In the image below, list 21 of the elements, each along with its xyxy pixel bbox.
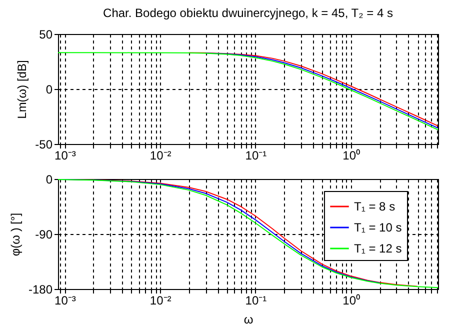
x-tick-label: 10⁻¹ — [245, 294, 267, 308]
x-tick-label: 10⁻¹ — [245, 148, 267, 162]
x-tick-label: 10⁻³ — [54, 294, 76, 308]
y-axis-title: Lm(ω) [dB] — [15, 60, 30, 119]
y-tick-label: -180 — [28, 282, 53, 296]
y-axis-title: φ(ω ) [°] — [8, 212, 22, 256]
legend-label: T₁ = 8 s — [354, 200, 396, 214]
y-tick-label: -50 — [35, 138, 53, 152]
y-tick-label: 50 — [39, 28, 53, 42]
y-tick-label: 0 — [46, 172, 53, 186]
legend-label: T₁ = 12 s — [354, 242, 402, 256]
legend-label: T₁ = 10 s — [354, 220, 402, 234]
x-tick-label: 10⁰ — [342, 294, 360, 308]
x-axis-title: ω — [244, 312, 254, 326]
x-tick-label: 10⁻³ — [54, 148, 76, 162]
chart-title: Char. Bodego obiektu dwuinercyjnego, k = 45, T₂ = 4 s — [103, 6, 393, 20]
x-tick-label: 10⁻² — [150, 148, 172, 162]
y-tick-label: 0 — [46, 82, 53, 96]
y-tick-label: -90 — [35, 228, 53, 242]
x-tick-label: 10⁻² — [150, 294, 172, 308]
x-tick-label: 10⁰ — [342, 148, 360, 162]
